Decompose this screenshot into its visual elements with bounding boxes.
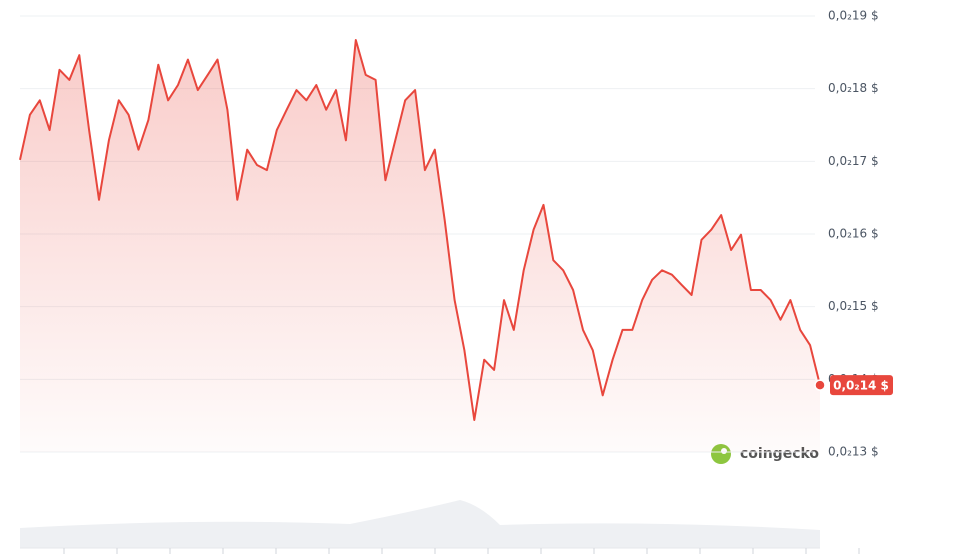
price-line	[19, 39, 821, 421]
y-tick-label: 0,0₂15 $	[828, 299, 879, 313]
y-tick-label: 0,0₂13 $	[828, 445, 879, 459]
current-price-badge	[830, 375, 893, 396]
y-tick-label: 0,0₂17 $	[828, 154, 879, 168]
current-price-dot	[814, 379, 826, 391]
current-price-label: 0,0₂14 $	[833, 379, 889, 393]
volume-baseline	[20, 500, 820, 549]
y-tick-label: 0,0₂18 $	[828, 81, 879, 95]
y-tick-label: 0,0₂16 $	[828, 227, 879, 241]
area	[20, 40, 820, 452]
y-tick-label: 0,0₂19 $	[828, 9, 879, 23]
